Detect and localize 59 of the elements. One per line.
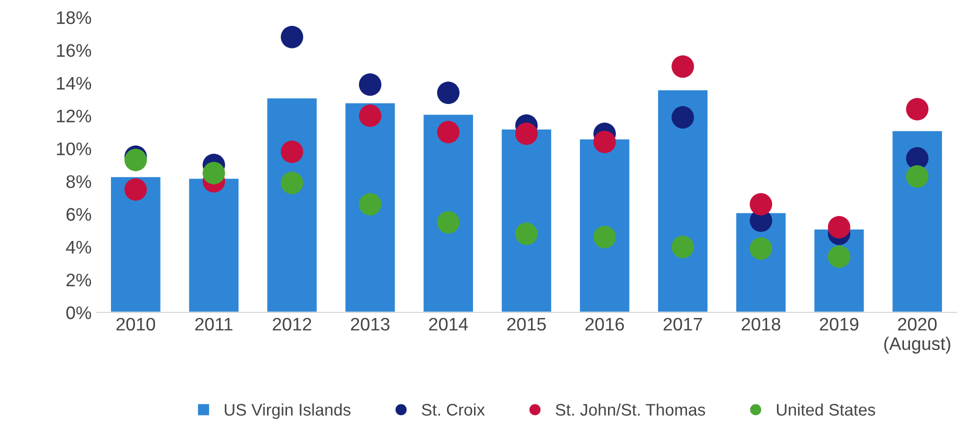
x-tick-label: 2014 [429,318,468,331]
point [280,172,304,194]
point [828,246,850,268]
legend-label: US Virgin Islands [224,403,350,419]
y-tick-label: 12% [56,110,92,122]
point [906,165,928,188]
y-tick-label: 6% [66,208,92,221]
point [124,178,147,201]
point [672,106,694,129]
point [358,104,382,127]
bar [656,88,709,312]
y-tick-label: 14% [56,76,92,90]
x-tick-label: 2017 [664,318,702,331]
y-tick-label: 16% [56,44,92,57]
bar [500,128,553,312]
y-tick-label: 4% [66,240,92,254]
point [515,222,538,245]
point [593,130,616,154]
point [437,82,460,104]
point [280,26,304,48]
point [280,140,304,163]
x-tick-label: 2011 [195,318,232,331]
x-tick-label: 2015 [507,318,546,331]
x-tick-label: 2020 (August) [884,318,950,354]
point [202,162,226,184]
x-tick-label: 2010 [116,318,156,331]
point [828,216,850,238]
bar [344,102,396,312]
legend-label: St. John/St. Thomas [556,403,706,416]
x-tick-label: 2019 [820,318,858,331]
y-tick-label: 8% [66,175,92,188]
legend-label: United States [776,403,876,416]
point [515,122,538,145]
bar [266,97,318,312]
point [672,55,694,78]
point [358,73,382,96]
point [437,211,460,234]
bar [891,130,944,312]
point [672,236,694,258]
point [750,193,772,216]
legend-label: St. Croix [422,403,485,416]
x-tick-label: 2013 [350,318,390,331]
point [750,237,772,260]
x-tick-label: 2018 [742,318,780,331]
bar [188,177,240,312]
point [906,98,928,120]
y-tick-label: 18% [56,11,92,24]
point [593,226,616,248]
y-tick-label: 10% [56,142,92,156]
bar [578,138,631,312]
bar [110,176,162,312]
x-tick-label: 2016 [585,318,624,331]
point [358,193,382,216]
x-tick-label: 2012 [272,318,312,331]
y-tick-label: 0% [66,306,92,320]
bar [422,113,474,312]
point [437,120,460,144]
point [124,148,147,172]
y-tick-label: 2% [66,274,92,286]
